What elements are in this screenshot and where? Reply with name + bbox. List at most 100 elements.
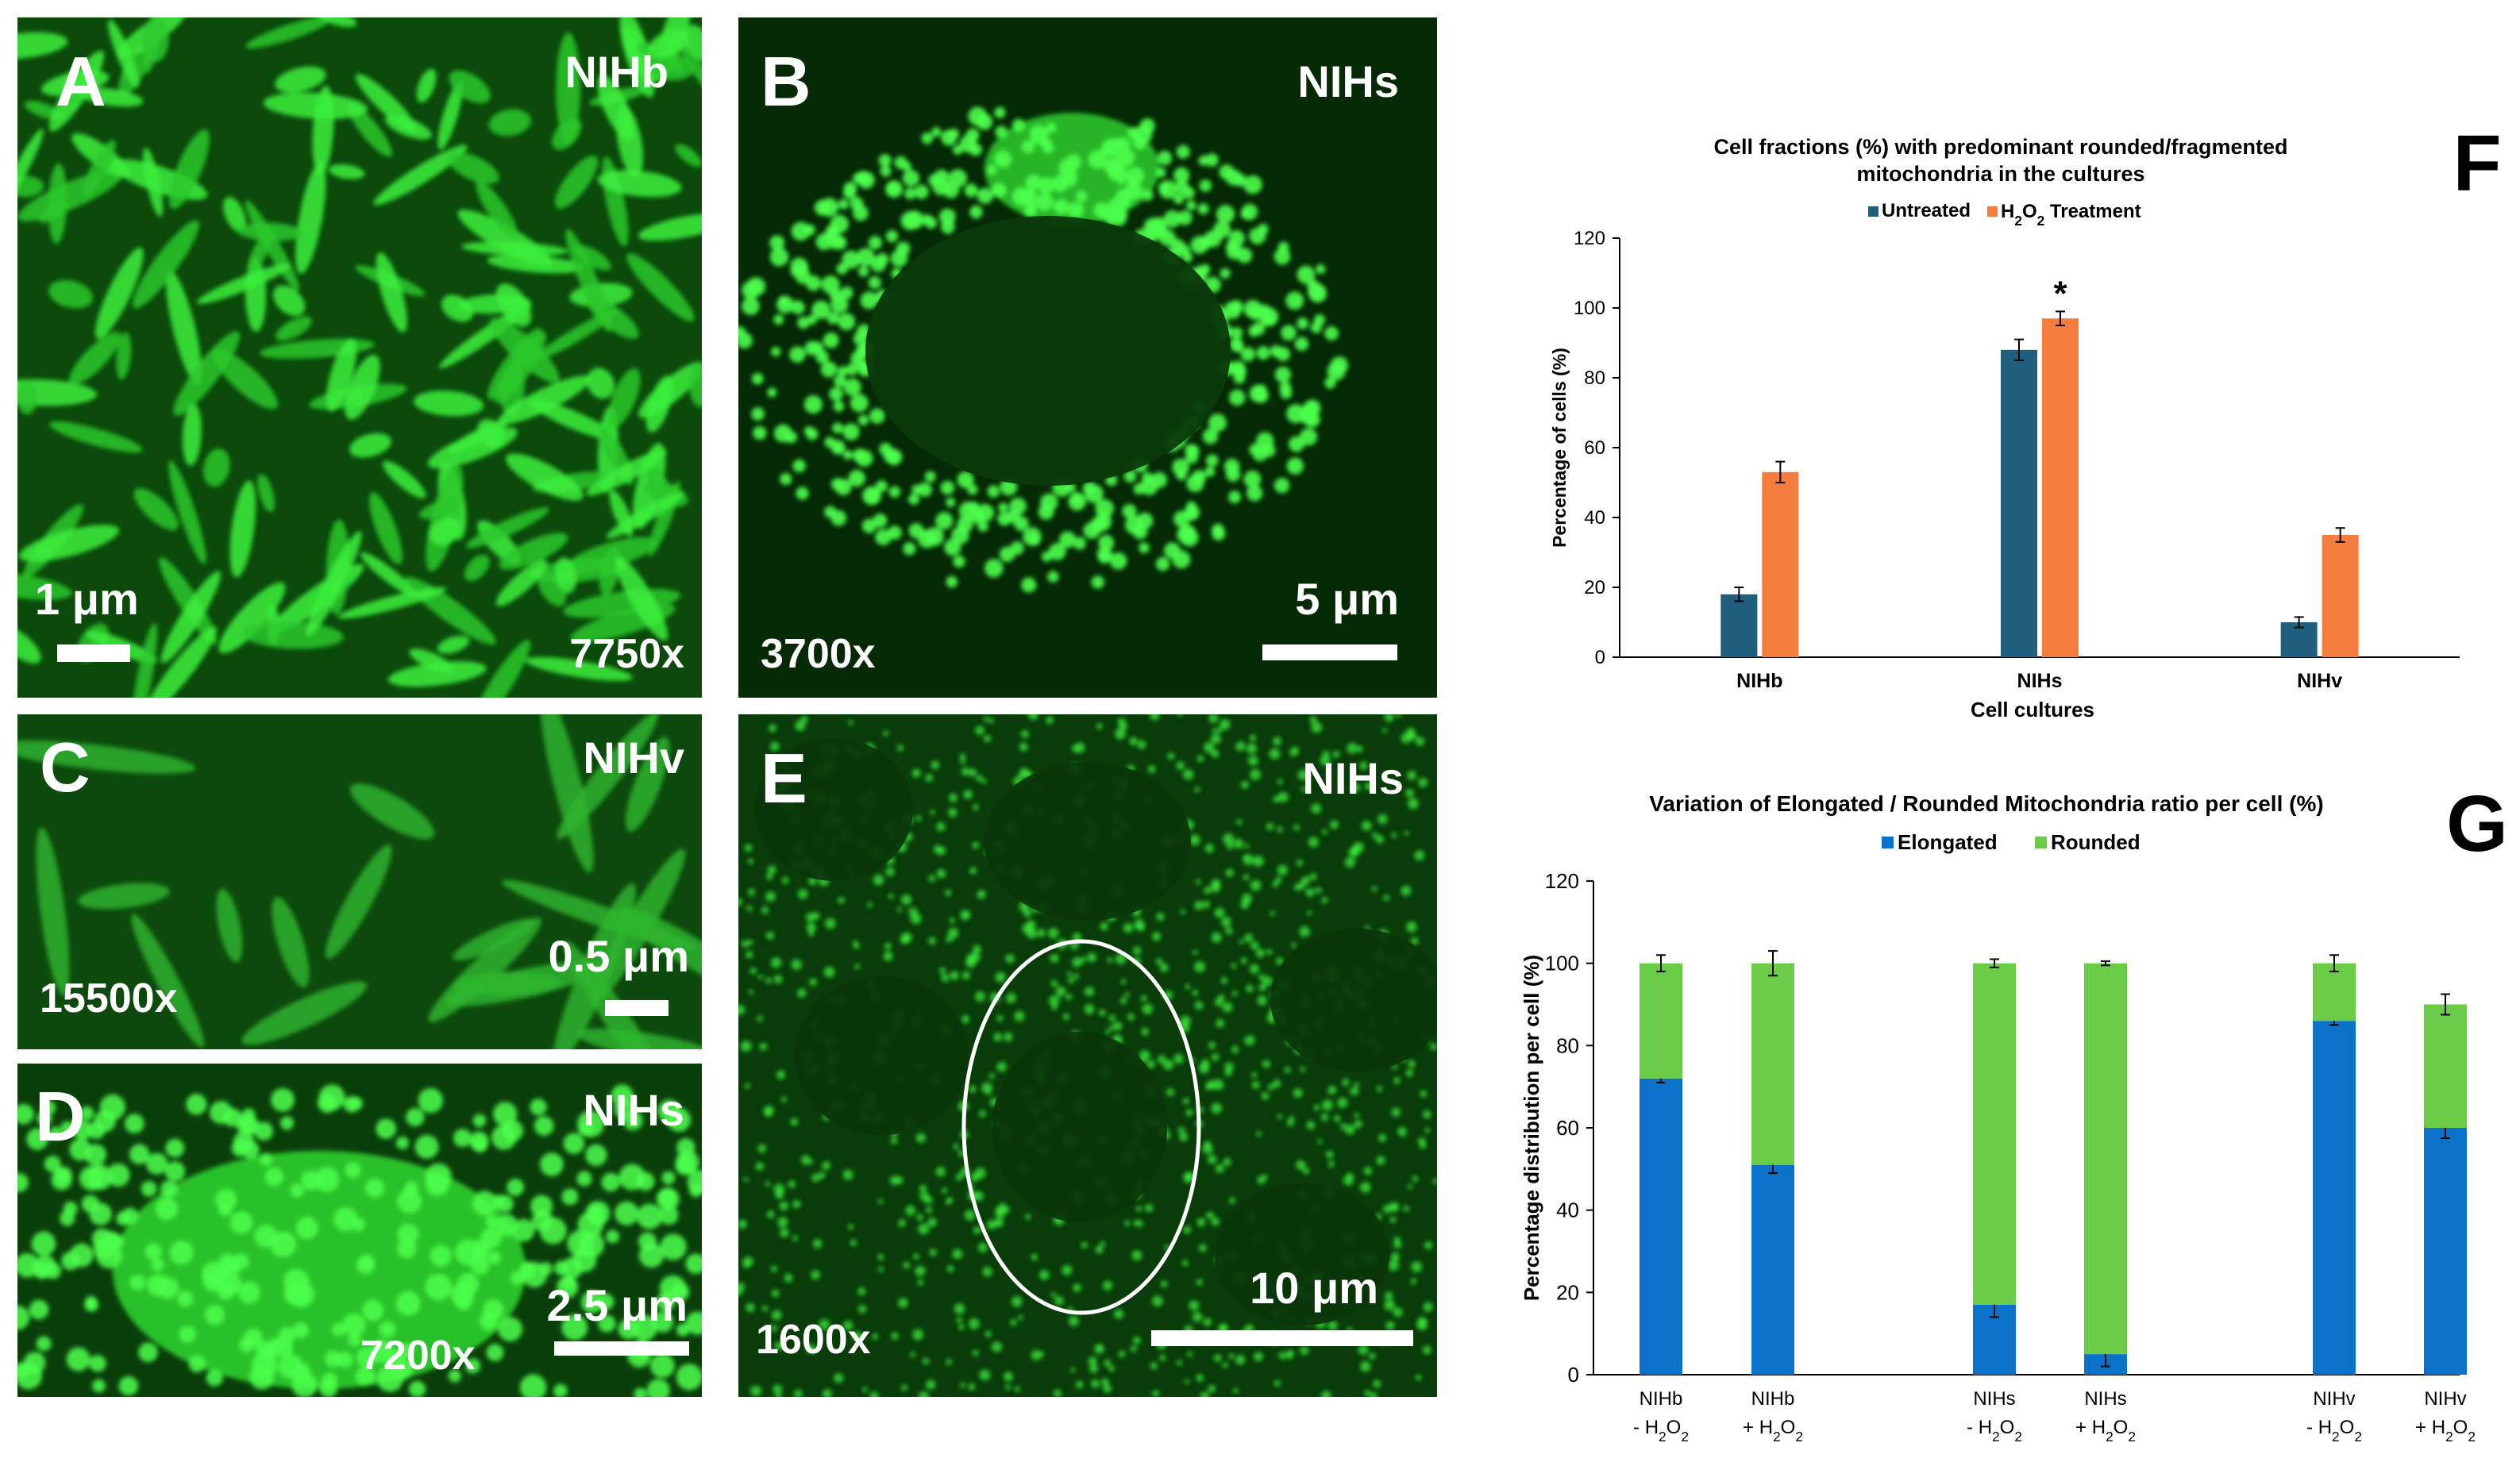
mitochondrion [888,893,894,899]
mitochondrion [770,957,782,968]
mitochondrion [898,1298,908,1308]
mitochondrion [492,1102,518,1126]
micrograph-panel-c: C NIHv 0.5 μm 15500x [17,714,702,1049]
mitochondrion [349,433,391,458]
mitochondrion [1249,384,1267,402]
mitochondrion [1130,1345,1137,1352]
mitochondrion [631,1314,657,1341]
mitochondrion [1177,714,1183,718]
mitochondrion [132,622,157,698]
mitochondrion [1211,1217,1220,1226]
mitochondrion [1354,1112,1360,1118]
mitochondrion [168,460,206,564]
mitochondrion [1038,1270,1050,1280]
mitochondrion [155,1197,178,1220]
mitochondrion [1109,552,1127,570]
mitochondrion [685,1311,702,1335]
mitochondrion [95,247,144,339]
mitochondrion [915,1265,926,1277]
x-tick-label-line1: NIHv [2313,1388,2355,1410]
mitochondrion [738,1282,746,1291]
mitochondrion [803,395,823,414]
mitochondrion [973,1226,981,1234]
mitochondrion [1021,140,1035,153]
mitochondrion [360,552,416,597]
mitochondrion [223,1108,242,1127]
mitochondrion [425,1163,452,1190]
mitochondrion [1146,1060,1155,1069]
mitochondrion [1364,1390,1371,1397]
mitochondrion [765,931,775,940]
mitochondrion [812,1239,823,1248]
x-tick-label-line1: NIHb [1640,1388,1683,1410]
mitochondrion [885,448,903,466]
mitochondrion [867,902,873,908]
mitochondrion [974,1168,986,1179]
mitochondrion [418,1087,444,1114]
mitochondrion [1124,182,1143,200]
mitochondrion [961,1014,970,1024]
x-tick-label-line1: NIHs [1973,1388,2015,1410]
mitochondrion [1390,1252,1400,1262]
mitochondrion [902,169,919,187]
mitochondrion [792,1199,801,1209]
mitochondrion [1192,990,1199,996]
mitochondrion [1220,267,1231,279]
mitochondrion [981,779,987,784]
mitochondrion [1194,1001,1204,1010]
mitochondrion [295,162,326,275]
mitochondrion [885,867,895,876]
mitochondrion [1198,1062,1210,1074]
mitochondrion [587,367,615,399]
mitochondrion [1383,1204,1392,1214]
mitochondrion [36,1336,52,1352]
mitochondrion [852,1331,862,1341]
mitochondrion [806,913,815,922]
mitochondrion [72,1120,93,1141]
mitochondrion [1194,961,1206,973]
mitochondrion [168,129,210,210]
mitochondrion [759,1042,768,1051]
mitochondrion [740,1041,752,1052]
mitochondrion [1354,1119,1362,1129]
mitochondrion [1184,1379,1190,1384]
mitochondrion [1262,443,1276,457]
mitochondrion [765,873,773,880]
mitochondrion [395,1291,421,1316]
mitochondrion [614,1098,636,1120]
mitochondrion [458,294,531,314]
mitochondrion [223,196,247,233]
mitochondrion [945,889,952,896]
mitochondrion [376,252,407,333]
mitochondrion [1123,922,1134,933]
mitochondrion [241,1108,256,1122]
mitochondrion [1391,1107,1401,1118]
mitochondrion [182,403,202,466]
mitochondrion [777,1217,788,1228]
bar-segment [1640,1078,1682,1375]
mitochondrion [1107,957,1113,964]
mitochondrion [1373,1379,1381,1388]
magnification-label: 7750x [569,631,684,677]
mitochondrion [800,716,808,724]
mitochondrion [1177,210,1193,225]
mitochondrion [818,1172,826,1179]
mitochondrion [1211,1102,1223,1114]
mitochondrion [499,533,568,570]
x-tick-label-line1: NIHs [2084,1388,2126,1410]
mitochondrion [1114,1309,1124,1319]
mitochondrion [797,316,810,329]
mitochondrion [1101,1378,1109,1387]
mitochondrion [1083,521,1100,539]
mitochondrion [949,793,958,802]
mitochondrion [1100,922,1108,931]
mitochondrion [847,1224,853,1230]
mitochondrion [465,507,549,548]
scale-label: 2.5 μm [546,1280,688,1330]
mitochondrion [1430,1043,1437,1051]
mitochondrion [487,328,542,400]
mitochondrion [44,1262,62,1279]
mitochondrion [626,253,695,321]
mitochondrion [1243,299,1262,318]
mitochondrion [1249,964,1260,974]
